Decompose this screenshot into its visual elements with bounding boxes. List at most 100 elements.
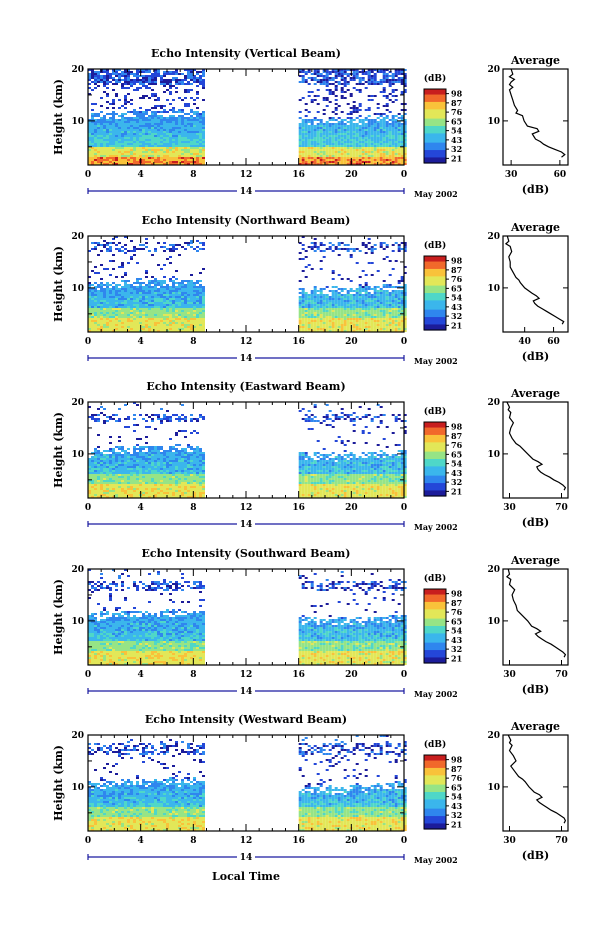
colorbar-tick-label: 21 (451, 653, 462, 663)
x-tick-label: 12 (240, 337, 253, 347)
x-tick-label: 20 (345, 503, 358, 513)
x-tick-label: 20 (345, 670, 358, 680)
x-tick-label: 12 (240, 836, 253, 846)
colorbar-tick-label: 21 (451, 320, 462, 330)
colorbar-tick-label: 21 (451, 486, 462, 496)
average-x-label: (dB) (522, 849, 549, 862)
x-tick-label: 8 (190, 836, 196, 846)
y-tick-label: 10 (71, 450, 84, 460)
x-tick-label: 4 (138, 503, 144, 513)
average-x-tick-label: 70 (555, 503, 568, 513)
colorbar-label: (dB) (424, 573, 446, 584)
average-y-tick-label: 10 (487, 117, 500, 127)
average-y-tick-label: 20 (487, 232, 500, 242)
x-tick-label: 8 (190, 170, 196, 180)
panel-title: Echo Intensity (Westward Beam) (145, 713, 347, 726)
x-tick-label: 20 (345, 836, 358, 846)
x-tick-label: 12 (240, 503, 253, 513)
month-year-label: May 2002 (414, 522, 458, 532)
date-bar: 14 May 2002 (88, 517, 458, 532)
colorbar-label: (dB) (424, 73, 446, 84)
average-y-tick-label: 10 (487, 450, 500, 460)
average-y-tick-label: 20 (487, 398, 500, 408)
colorbar-label: (dB) (424, 406, 446, 417)
average-frame (503, 569, 568, 665)
average-x-label: (dB) (522, 183, 549, 196)
average-title: Average (510, 54, 560, 67)
panel-1: Echo Intensity (Vertical Beam) 10 20 Height… (52, 47, 568, 199)
y-axis-label: Height (km) (52, 246, 65, 322)
y-tick-label: 10 (71, 284, 84, 294)
x-tick-label: 8 (190, 503, 196, 513)
x-tick-label: 20 (345, 337, 358, 347)
y-tick-label: 10 (71, 117, 84, 127)
average-title: Average (510, 387, 560, 400)
echo-heatmap (88, 735, 407, 831)
average-x-tick-label: 40 (518, 337, 531, 347)
colorbar-label: (dB) (424, 240, 446, 251)
panel-4: Echo Intensity (Southward Beam) 10 20 Heigh… (52, 547, 568, 699)
average-x-tick-label: 30 (503, 670, 516, 680)
day-label: 14 (240, 354, 253, 364)
echo-heatmap (88, 69, 407, 165)
day-label: 14 (240, 520, 253, 530)
x-tick-label: 0 (85, 503, 91, 513)
y-tick-label: 20 (71, 65, 84, 75)
x-tick-label: 0 (85, 170, 91, 180)
average-title: Average (510, 554, 560, 567)
y-axis-label: Height (km) (52, 579, 65, 655)
average-profile-line (508, 735, 565, 823)
x-tick-label: 8 (190, 670, 196, 680)
average-profile-line (506, 236, 564, 324)
x-axis-label: Local Time (212, 870, 280, 883)
average-frame (503, 236, 568, 332)
y-axis-label: Height (km) (52, 79, 65, 155)
colorbar-label: (dB) (424, 739, 446, 750)
average-x-label: (dB) (522, 683, 549, 696)
average-x-tick-label: 60 (547, 337, 560, 347)
average-title: Average (510, 221, 560, 234)
panel-title: Echo Intensity (Eastward Beam) (146, 380, 345, 393)
average-x-label: (dB) (522, 516, 549, 529)
x-tick-label: 0 (401, 503, 407, 513)
x-tick-label: 12 (240, 170, 253, 180)
y-tick-label: 10 (71, 617, 84, 627)
average-x-tick-label: 30 (503, 836, 516, 846)
y-tick-label: 20 (71, 398, 84, 408)
y-tick-label: 20 (71, 565, 84, 575)
x-tick-label: 4 (138, 170, 144, 180)
average-x-label: (dB) (522, 350, 549, 363)
x-tick-label: 0 (85, 670, 91, 680)
average-x-tick-label: 30 (505, 170, 518, 180)
x-tick-label: 8 (190, 337, 196, 347)
x-tick-label: 20 (345, 170, 358, 180)
panel-title: Echo Intensity (Southward Beam) (142, 547, 351, 560)
x-tick-label: 0 (85, 337, 91, 347)
x-tick-label: 0 (401, 170, 407, 180)
average-profile-line (507, 402, 566, 490)
panel-title: Echo Intensity (Vertical Beam) (151, 47, 341, 60)
average-y-tick-label: 20 (487, 731, 500, 741)
y-tick-label: 10 (71, 783, 84, 793)
day-label: 14 (240, 187, 253, 197)
y-tick-label: 20 (71, 232, 84, 242)
panel-3: Echo Intensity (Eastward Beam)1020Height… (52, 380, 568, 532)
average-profile-line (510, 69, 565, 157)
x-tick-label: 16 (292, 836, 305, 846)
average-profile-line (507, 569, 566, 657)
x-tick-label: 4 (138, 670, 144, 680)
average-x-tick-label: 70 (555, 836, 568, 846)
x-tick-label: 0 (401, 836, 407, 846)
month-year-label: May 2002 (414, 689, 458, 699)
x-tick-label: 12 (240, 670, 253, 680)
